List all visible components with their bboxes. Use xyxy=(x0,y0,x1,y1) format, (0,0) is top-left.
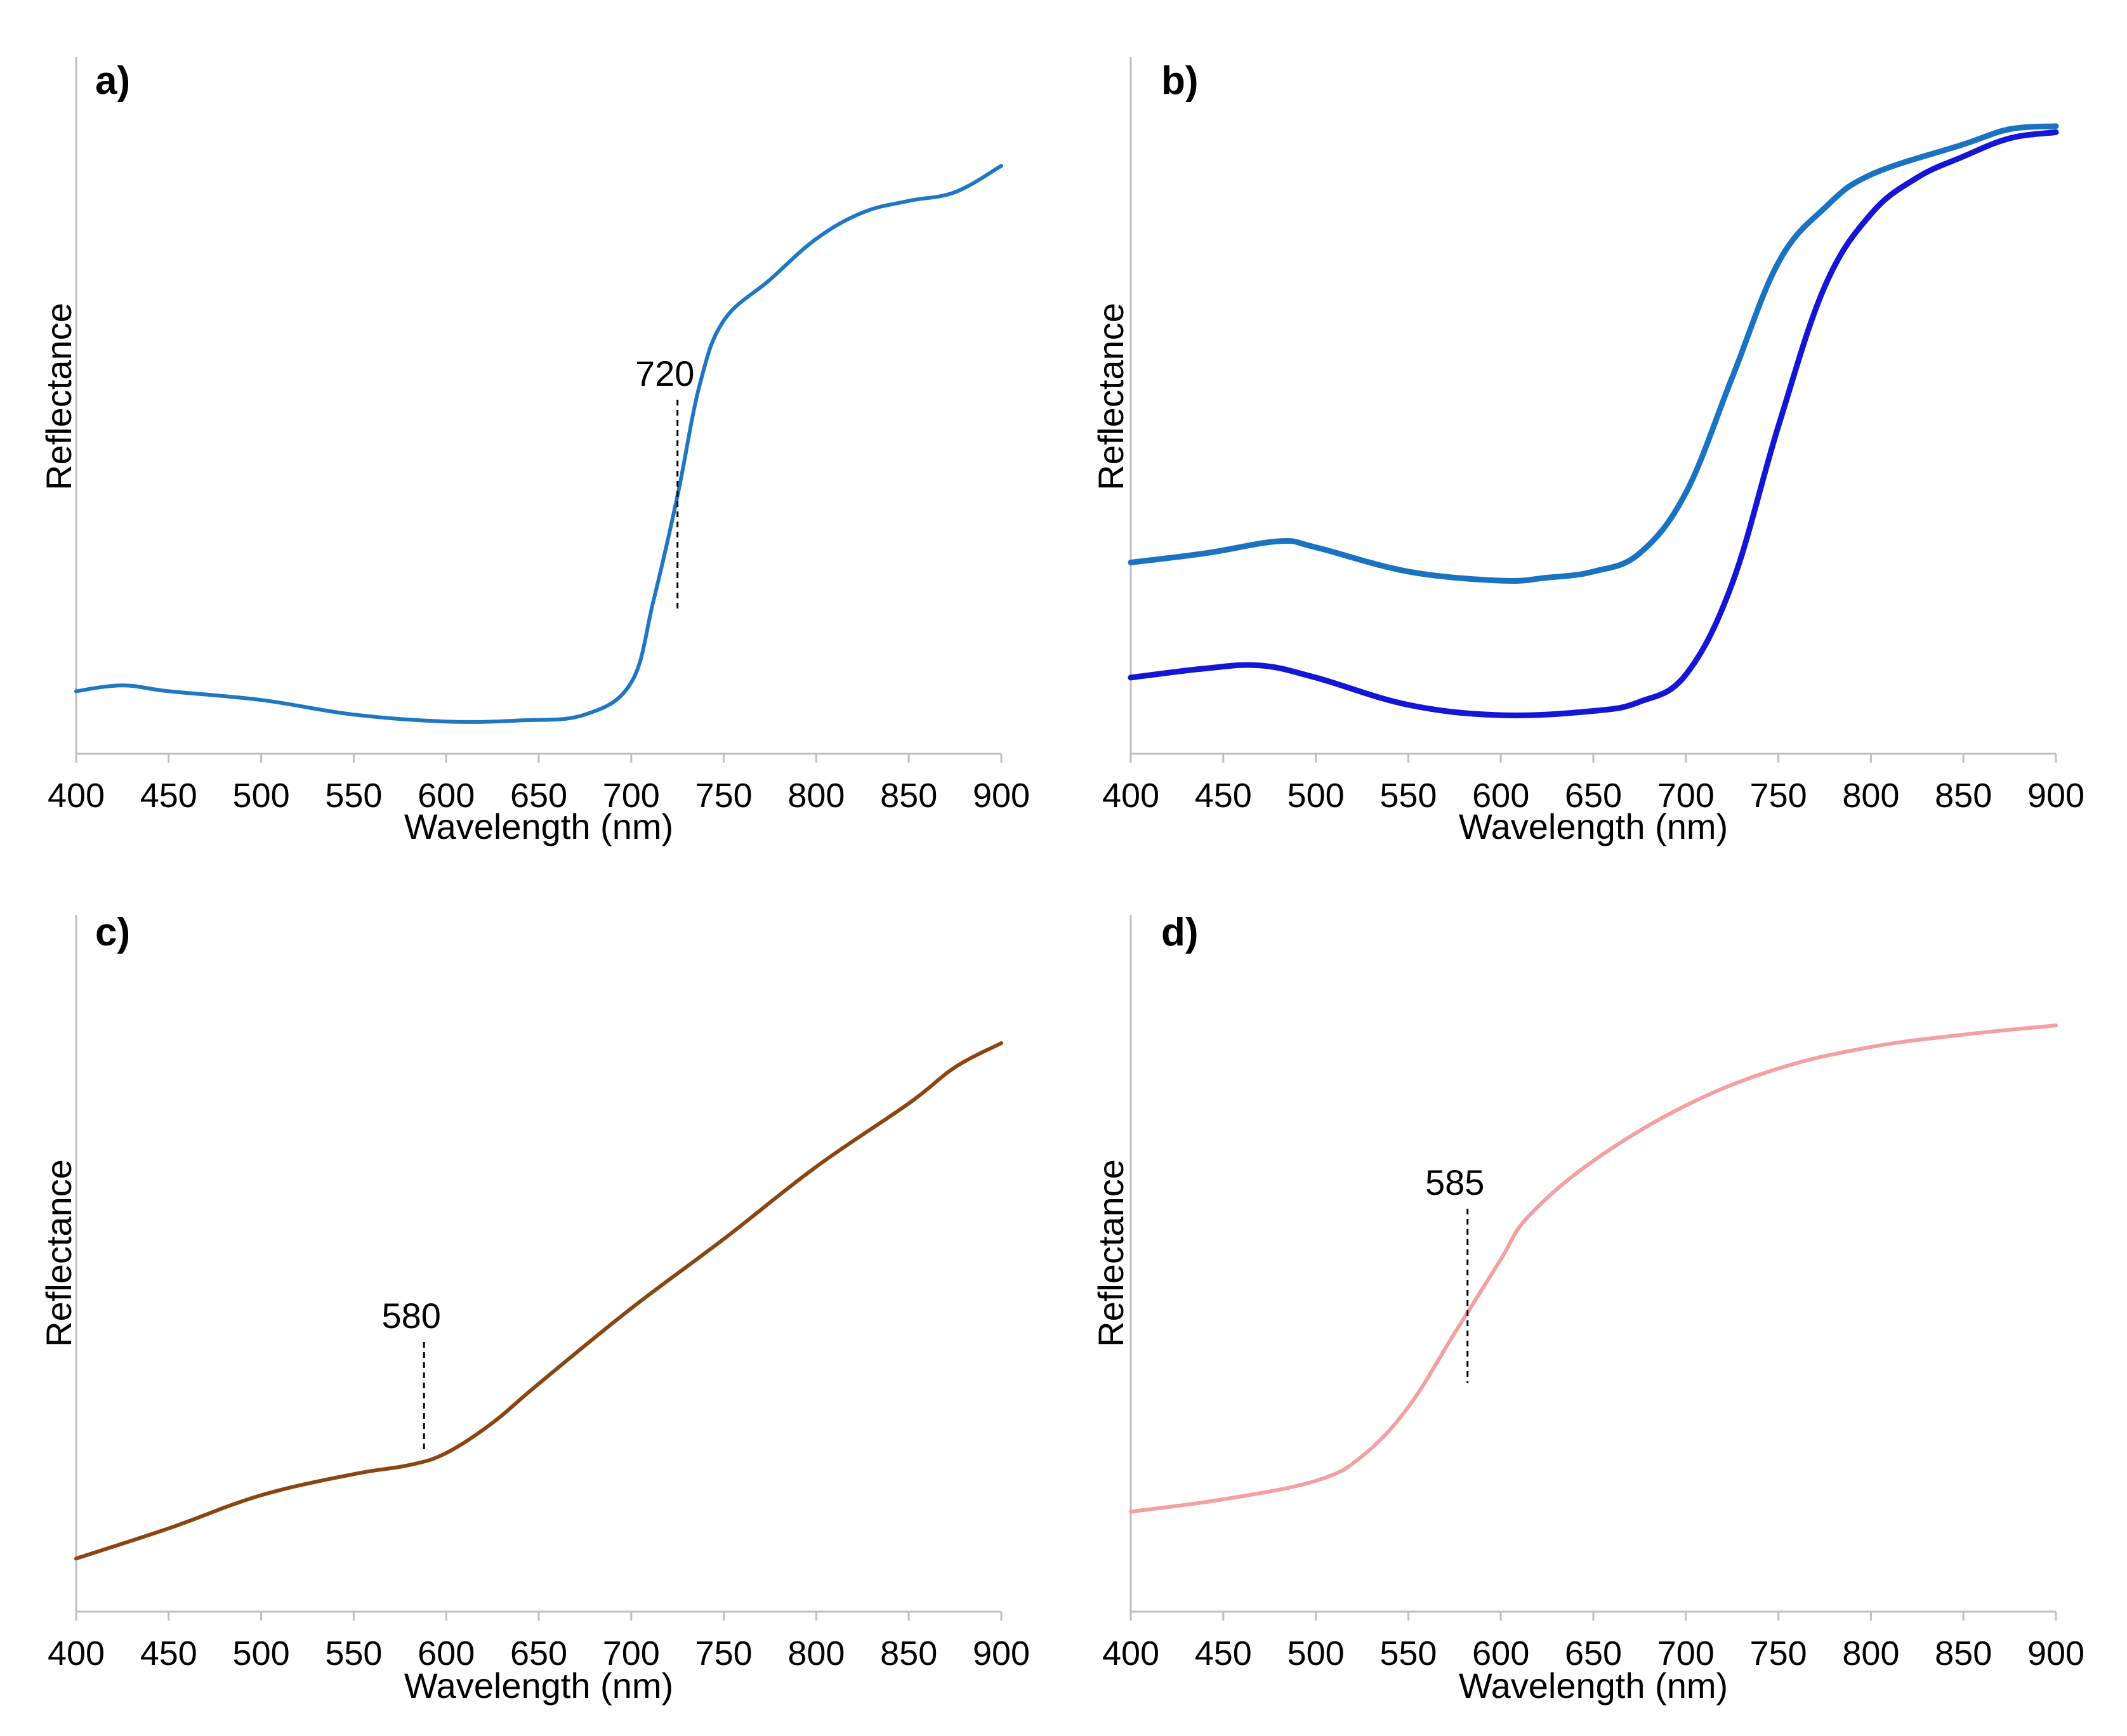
annotation-label: 585 xyxy=(1425,1162,1484,1202)
x-tick-label: 750 xyxy=(695,777,753,815)
x-tick-label: 400 xyxy=(1102,1634,1159,1673)
x-tick-label: 700 xyxy=(1657,777,1715,815)
x-tick-label: 750 xyxy=(1750,1634,1807,1673)
panel-label: c) xyxy=(95,911,130,954)
panel-label: a) xyxy=(95,59,130,103)
x-tick-label: 550 xyxy=(1380,777,1437,815)
annotation-label: 720 xyxy=(635,353,694,393)
x-tick-label: 600 xyxy=(418,1634,475,1673)
x-tick-label: 900 xyxy=(973,1634,1030,1673)
series-line-spectrum xyxy=(74,1041,1003,1561)
chart-panel-a: a) 400 450 500 550 600 650 700 750 800 850 900 Wavel… xyxy=(39,57,1030,846)
x-tick-label: 500 xyxy=(233,777,290,815)
x-axis-title: Wavelength (nm) xyxy=(1459,1666,1728,1706)
chart-panel-b: b) 400 450 500 550 600 650 700 750 800 850 900 Wavel… xyxy=(1091,57,2084,846)
x-tick-label: 800 xyxy=(787,777,845,815)
annotation-label: 580 xyxy=(381,1296,440,1336)
x-tick-label: 550 xyxy=(1380,1634,1437,1673)
x-axis-title: Wavelength (nm) xyxy=(1459,806,1728,846)
x-tick-label: 800 xyxy=(1842,1634,1899,1673)
x-tick-label: 650 xyxy=(1565,1634,1622,1673)
x-tick-label: 500 xyxy=(233,1634,290,1673)
x-tick-label: 850 xyxy=(1935,777,1992,815)
x-tick-label: 750 xyxy=(695,1634,753,1673)
x-tick-label: 400 xyxy=(48,1634,105,1673)
x-tick-label: 900 xyxy=(2027,1634,2084,1673)
x-tick-label: 450 xyxy=(1195,1634,1252,1673)
x-tick-label: 700 xyxy=(603,1634,660,1673)
x-tick-label: 400 xyxy=(48,777,105,815)
y-axis-title: Reflectance xyxy=(1091,303,1131,490)
series-line-series-2 xyxy=(1128,129,2059,718)
x-tick-label: 650 xyxy=(1565,777,1622,815)
x-tick-label: 600 xyxy=(1472,777,1529,815)
x-tick-label: 650 xyxy=(510,777,567,815)
x-tick-label: 800 xyxy=(787,1634,845,1673)
chart-panel-c: c) 400 450 500 550 600 650 700 750 800 850 900 Wavel… xyxy=(39,911,1030,1706)
x-tick-label: 850 xyxy=(1935,1634,1992,1673)
panel-label: b) xyxy=(1161,59,1199,103)
x-tick-label: 850 xyxy=(880,777,937,815)
x-tick-label: 800 xyxy=(1842,777,1899,815)
x-axis-title: Wavelength (nm) xyxy=(404,806,673,846)
x-tick-label: 450 xyxy=(140,1634,197,1673)
series-line-spectrum xyxy=(1129,1023,2058,1514)
panel-label: d) xyxy=(1161,911,1199,954)
x-tick-label: 700 xyxy=(603,777,660,815)
series-line-spectrum xyxy=(74,164,1003,724)
y-axis-title: Reflectance xyxy=(39,1159,79,1347)
y-axis-title: Reflectance xyxy=(1091,1159,1131,1347)
x-tick-label: 650 xyxy=(510,1634,567,1673)
x-tick-label: 450 xyxy=(140,777,197,815)
x-tick-label: 450 xyxy=(1195,777,1252,815)
y-axis-title: Reflectance xyxy=(39,303,79,490)
x-tick-label: 900 xyxy=(973,777,1030,815)
x-tick-label: 900 xyxy=(2027,777,2084,815)
x-tick-label: 400 xyxy=(1102,777,1159,815)
x-tick-label: 500 xyxy=(1287,777,1345,815)
x-tick-label: 550 xyxy=(325,1634,382,1673)
x-tick-label: 500 xyxy=(1287,1634,1345,1673)
x-tick-label: 600 xyxy=(418,777,475,815)
x-tick-label: 550 xyxy=(325,777,382,815)
x-tick-label: 750 xyxy=(1750,777,1807,815)
chart-panel-d: d) 400 450 500 550 600 650 700 750 800 850 900 Wavel… xyxy=(1091,911,2084,1706)
x-tick-label: 850 xyxy=(880,1634,937,1673)
series-line-series-1 xyxy=(1128,123,2059,584)
x-axis-title: Wavelength (nm) xyxy=(404,1666,673,1706)
x-tick-label: 600 xyxy=(1472,1634,1529,1673)
x-tick-label: 700 xyxy=(1657,1634,1715,1673)
